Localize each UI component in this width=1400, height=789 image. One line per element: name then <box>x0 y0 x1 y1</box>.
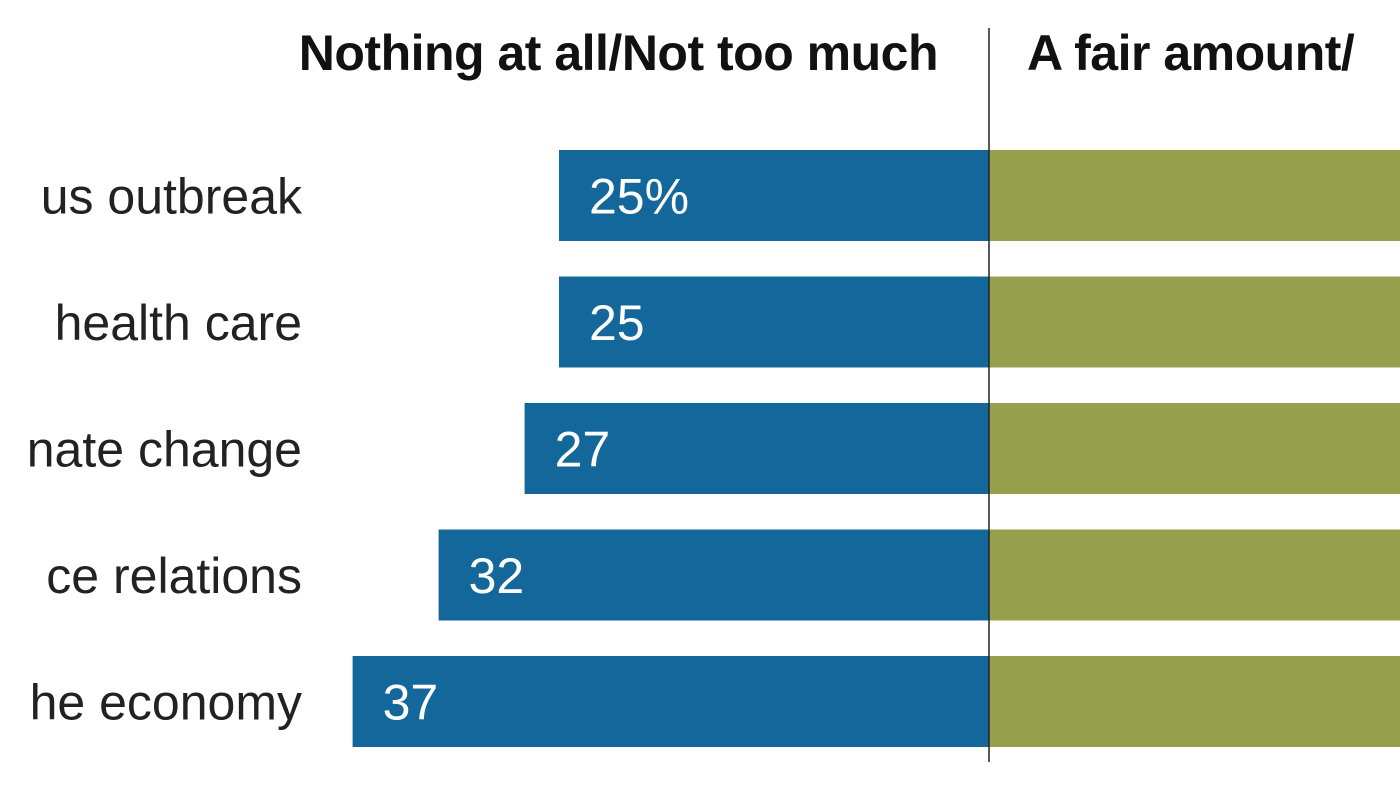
bar-value-label: 32 <box>469 548 525 604</box>
right-bar <box>989 403 1400 494</box>
category-labels: us outbreak health care nate change ce rela… <box>27 169 303 731</box>
right-bar <box>989 529 1400 621</box>
left-bar <box>524 403 989 494</box>
right-bar <box>989 276 1400 368</box>
left-bar <box>559 150 989 241</box>
category-label: he economy <box>30 675 302 731</box>
bar-value-label: 37 <box>383 675 439 731</box>
value-labels: 25% 25 27 32 37 <box>383 169 689 731</box>
category-label: health care <box>55 295 302 351</box>
left-bar <box>559 276 989 368</box>
right-bar <box>989 150 1400 241</box>
bar-value-label: 27 <box>555 422 611 478</box>
left-bars <box>352 150 990 747</box>
left-bar <box>352 656 990 747</box>
category-label: nate change <box>27 422 302 478</box>
left-column-header: Nothing at all/Not too much <box>299 25 938 81</box>
category-label: ce relations <box>46 548 302 604</box>
bar-value-label: 25 <box>589 295 645 351</box>
left-bar <box>438 529 990 621</box>
category-label: us outbreak <box>41 169 303 225</box>
bar-value-label: 25% <box>589 169 689 225</box>
right-bar <box>989 656 1400 747</box>
right-column-header: A fair amount/ <box>1027 25 1355 81</box>
right-bars <box>989 150 1400 747</box>
